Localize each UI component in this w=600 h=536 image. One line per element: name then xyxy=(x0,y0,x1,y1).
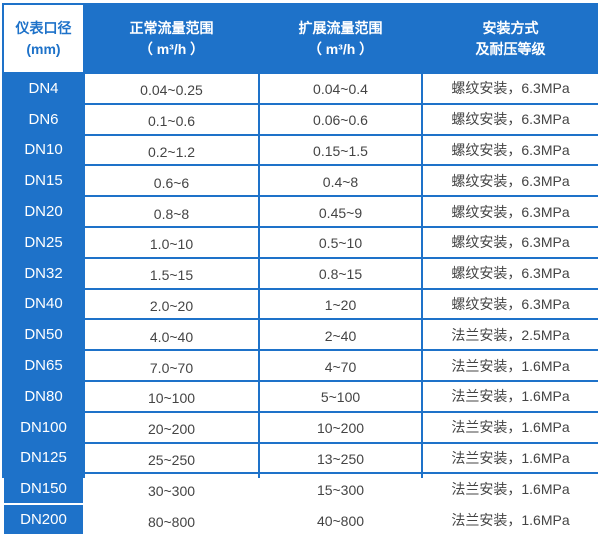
normal-flow-cell: 20~200 xyxy=(85,412,258,442)
normal-flow-cell: 4.0~40 xyxy=(85,320,258,350)
table-row: DN50 4.0~40 2~40 法兰安装，2.5MPa xyxy=(4,320,598,350)
extended-flow-cell: 13~250 xyxy=(260,443,421,473)
extended-flow-cell: 0.5~10 xyxy=(260,227,421,257)
table-row: DN20 0.8~8 0.45~9 螺纹安装，6.3MPa xyxy=(4,197,598,226)
header-installation: 安装方式 及耐压等级 xyxy=(423,5,598,72)
extended-flow-cell: 15~300 xyxy=(260,474,421,504)
installation-cell: 螺纹安装，6.3MPa xyxy=(423,258,598,288)
extended-flow-cell: 0.8~15 xyxy=(260,258,421,288)
table-row: DN25 1.0~10 0.5~10 螺纹安装，6.3MPa xyxy=(4,227,598,257)
installation-cell: 螺纹安装，6.3MPa xyxy=(423,227,598,257)
table-row: DN80 10~100 5~100 法兰安装，1.6MPa xyxy=(4,381,598,411)
extended-flow-cell: 40~800 xyxy=(260,505,421,534)
installation-cell: 螺纹安装，6.3MPa xyxy=(423,166,598,196)
normal-flow-cell: 2.0~20 xyxy=(85,289,258,319)
extended-flow-cell: 0.06~0.6 xyxy=(260,104,421,134)
caliber-cell: DN150 xyxy=(4,474,83,504)
caliber-cell: DN65 xyxy=(4,351,83,380)
extended-flow-cell: 2~40 xyxy=(260,320,421,350)
table-row: DN6 0.1~0.6 0.06~0.6 螺纹安装，6.3MPa xyxy=(4,104,598,134)
extended-flow-cell: 0.04~0.4 xyxy=(260,74,421,103)
caliber-cell: DN4 xyxy=(4,74,83,103)
table-row: DN100 20~200 10~200 法兰安装，1.6MPa xyxy=(4,412,598,442)
normal-flow-cell: 0.1~0.6 xyxy=(85,104,258,134)
extended-flow-cell: 10~200 xyxy=(260,412,421,442)
installation-cell: 法兰安装，1.6MPa xyxy=(423,351,598,380)
normal-flow-cell: 0.2~1.2 xyxy=(85,135,258,165)
caliber-cell: DN25 xyxy=(4,227,83,257)
header-caliber-line1: 仪表口径 xyxy=(15,19,72,36)
normal-flow-cell: 80~800 xyxy=(85,505,258,534)
extended-flow-cell: 1~20 xyxy=(260,289,421,319)
caliber-cell: DN10 xyxy=(4,135,83,165)
installation-cell: 法兰安装，2.5MPa xyxy=(423,320,598,350)
normal-flow-cell: 0.6~6 xyxy=(85,166,258,196)
normal-flow-cell: 1.0~10 xyxy=(85,227,258,257)
normal-flow-cell: 7.0~70 xyxy=(85,351,258,380)
extended-flow-cell: 5~100 xyxy=(260,381,421,411)
caliber-cell: DN125 xyxy=(4,443,83,473)
table-row: DN15 0.6~6 0.4~8 螺纹安装，6.3MPa xyxy=(4,166,598,196)
table-row: DN10 0.2~1.2 0.15~1.5 螺纹安装，6.3MPa xyxy=(4,135,598,165)
caliber-cell: DN100 xyxy=(4,412,83,442)
normal-flow-cell: 0.8~8 xyxy=(85,197,258,226)
spec-table-frame: 仪表口径 (mm) 正常流量范围 （ m³/h ） 扩展流量范围 （ m³/h ） 安… xyxy=(2,3,598,534)
spec-table: 仪表口径 (mm) 正常流量范围 （ m³/h ） 扩展流量范围 （ m³/h ） 安… xyxy=(2,3,600,536)
header-installation-line1: 安装方式 xyxy=(482,19,539,36)
installation-cell: 法兰安装，1.6MPa xyxy=(423,505,598,534)
normal-flow-cell: 25~250 xyxy=(85,443,258,473)
installation-cell: 螺纹安装，6.3MPa xyxy=(423,135,598,165)
normal-flow-cell: 30~300 xyxy=(85,474,258,504)
caliber-cell: DN32 xyxy=(4,258,83,288)
table-row: DN40 2.0~20 1~20 螺纹安装，6.3MPa xyxy=(4,289,598,319)
table-row: DN4 0.04~0.25 0.04~0.4 螺纹安装，6.3MPa xyxy=(4,74,598,103)
caliber-cell: DN20 xyxy=(4,197,83,226)
installation-cell: 法兰安装，1.6MPa xyxy=(423,474,598,504)
table-row: DN125 25~250 13~250 法兰安装，1.6MPa xyxy=(4,443,598,473)
installation-cell: 法兰安装，1.6MPa xyxy=(423,381,598,411)
header-row: 仪表口径 (mm) 正常流量范围 （ m³/h ） 扩展流量范围 （ m³/h ） 安… xyxy=(4,5,598,72)
caliber-cell: DN50 xyxy=(4,320,83,350)
installation-cell: 螺纹安装，6.3MPa xyxy=(423,289,598,319)
header-caliber-line2: (mm) xyxy=(26,40,61,57)
header-normal-flow-unit: （ m³/h ） xyxy=(138,40,205,57)
normal-flow-cell: 0.04~0.25 xyxy=(85,74,258,103)
table-row: DN200 80~800 40~800 法兰安装，1.6MPa xyxy=(4,505,598,534)
header-extended-flow: 扩展流量范围 （ m³/h ） xyxy=(260,5,421,72)
table-row: DN150 30~300 15~300 法兰安装，1.6MPa xyxy=(4,474,598,504)
caliber-cell: DN40 xyxy=(4,289,83,319)
normal-flow-cell: 1.5~15 xyxy=(85,258,258,288)
installation-cell: 螺纹安装，6.3MPa xyxy=(423,104,598,134)
header-normal-flow-line1: 正常流量范围 xyxy=(129,19,214,36)
extended-flow-cell: 0.45~9 xyxy=(260,197,421,226)
installation-cell: 法兰安装，1.6MPa xyxy=(423,412,598,442)
installation-cell: 螺纹安装，6.3MPa xyxy=(423,197,598,226)
header-caliber: 仪表口径 (mm) xyxy=(4,5,83,72)
caliber-cell: DN15 xyxy=(4,166,83,196)
caliber-cell: DN200 xyxy=(4,505,83,534)
installation-cell: 法兰安装，1.6MPa xyxy=(423,443,598,473)
header-normal-flow: 正常流量范围 （ m³/h ） xyxy=(85,5,258,72)
normal-flow-cell: 10~100 xyxy=(85,381,258,411)
caliber-cell: DN6 xyxy=(4,104,83,134)
header-extended-flow-unit: （ m³/h ） xyxy=(307,40,374,57)
extended-flow-cell: 0.4~8 xyxy=(260,166,421,196)
header-extended-flow-line1: 扩展流量范围 xyxy=(298,19,383,36)
extended-flow-cell: 0.15~1.5 xyxy=(260,135,421,165)
caliber-cell: DN80 xyxy=(4,381,83,411)
extended-flow-cell: 4~70 xyxy=(260,351,421,380)
table-row: DN65 7.0~70 4~70 法兰安装，1.6MPa xyxy=(4,351,598,380)
table-row: DN32 1.5~15 0.8~15 螺纹安装，6.3MPa xyxy=(4,258,598,288)
installation-cell: 螺纹安装，6.3MPa xyxy=(423,74,598,103)
header-installation-line2: 及耐压等级 xyxy=(475,40,546,57)
